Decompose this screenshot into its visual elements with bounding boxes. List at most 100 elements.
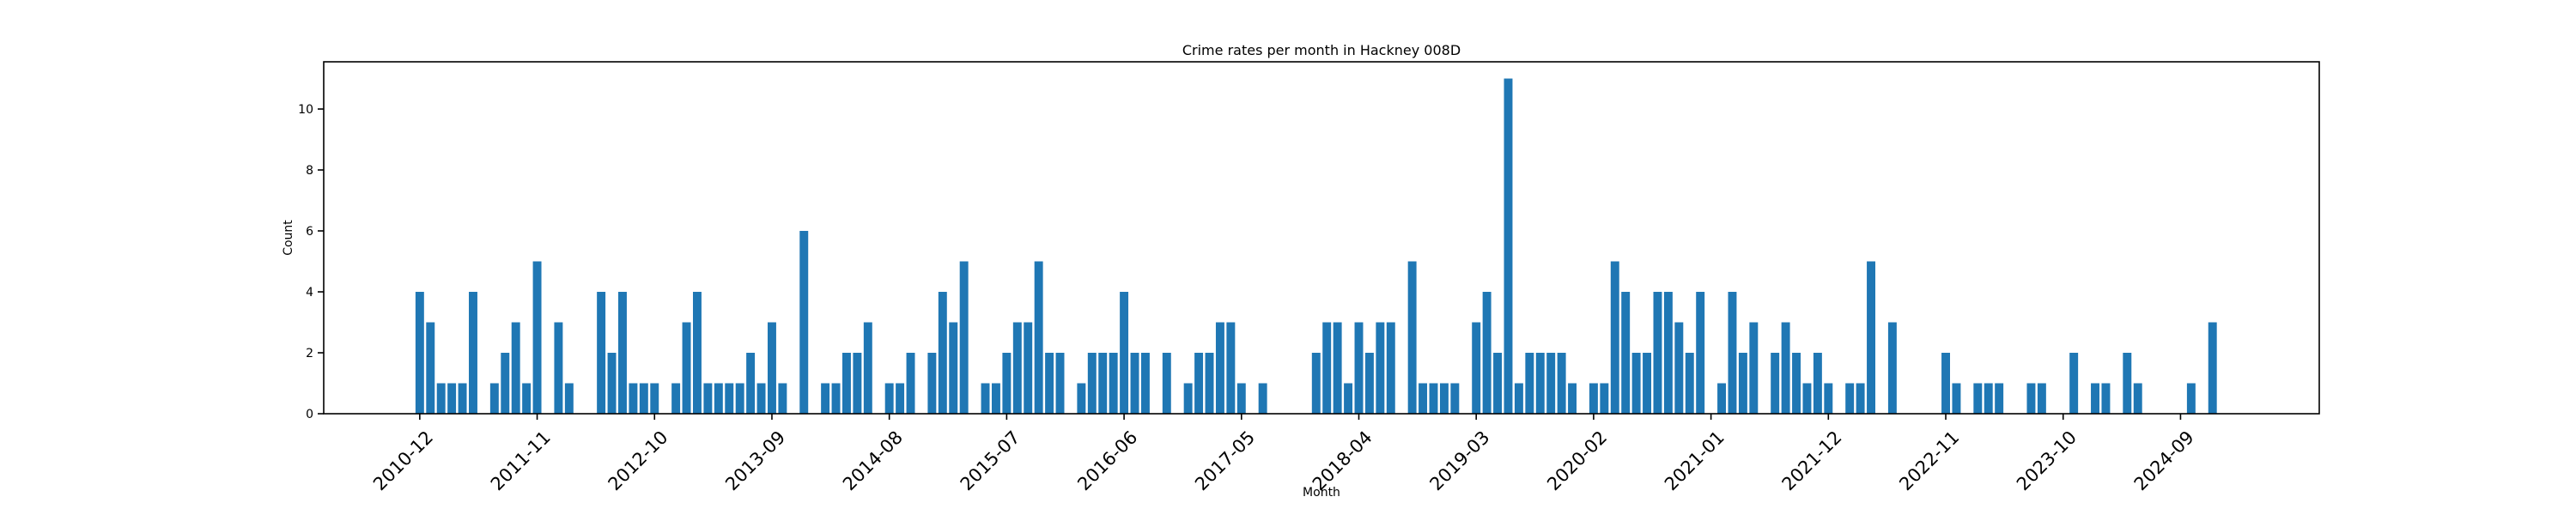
- bar-2020-11: [1685, 353, 1694, 414]
- bar-2017-02: [1205, 353, 1214, 414]
- bar-2021-11: [1813, 353, 1822, 414]
- bar-2019-06: [1504, 78, 1513, 415]
- bar-2023-03: [1984, 383, 1993, 414]
- bar-2017-04: [1226, 322, 1236, 414]
- bar-2011-09: [511, 322, 520, 414]
- bar-2014-09: [896, 383, 905, 414]
- y-axis-label: Count: [282, 220, 295, 256]
- bar-2024-01: [2091, 383, 2099, 414]
- bar-2012-02: [564, 383, 574, 414]
- bar-2024-04: [2123, 353, 2132, 414]
- bar-2013-03: [703, 383, 713, 414]
- bar-2012-09: [639, 383, 648, 414]
- bar-2020-05: [1621, 292, 1631, 414]
- y-tick-label: 8: [306, 164, 313, 178]
- bar-2024-12: [2208, 322, 2217, 414]
- bar-2014-08: [884, 383, 894, 414]
- bar-2023-07: [2026, 383, 2036, 414]
- bar-2015-09: [1024, 322, 1033, 414]
- bar-2023-08: [2037, 383, 2046, 414]
- bar-2015-06: [991, 383, 1000, 414]
- bar-2013-07: [746, 353, 756, 414]
- bar-2014-10: [906, 353, 915, 414]
- bar-2019-09: [1535, 353, 1545, 414]
- y-tick-label: 2: [306, 347, 313, 360]
- bar-2021-04: [1738, 353, 1747, 414]
- bar-2012-01: [554, 322, 563, 414]
- bar-2013-12: [799, 231, 809, 414]
- bar-2014-03: [831, 383, 841, 414]
- bar-2018-01: [1322, 322, 1332, 414]
- bar-2023-04: [1995, 383, 2004, 414]
- bar-2011-02: [436, 383, 446, 414]
- bar-2015-10: [1034, 261, 1043, 414]
- bar-2021-02: [1717, 383, 1727, 414]
- bar-2018-12: [1439, 383, 1449, 414]
- bar-2015-12: [1055, 353, 1065, 414]
- bar-2014-06: [863, 322, 872, 414]
- bar-2019-10: [1546, 353, 1556, 414]
- bar-2013-08: [756, 383, 766, 414]
- bar-2016-05: [1109, 353, 1118, 414]
- bar-2012-10: [650, 383, 659, 414]
- bar-2022-04: [1867, 261, 1875, 414]
- bar-2022-12: [1952, 383, 1961, 414]
- bar-2021-12: [1824, 383, 1833, 414]
- bar-2015-08: [1012, 322, 1022, 414]
- bar-2012-06: [607, 353, 617, 414]
- bar-2020-02: [1589, 383, 1598, 414]
- bar-2013-05: [725, 383, 734, 414]
- bar-2016-03: [1087, 353, 1097, 414]
- bar-2020-12: [1696, 292, 1705, 414]
- bar-2017-07: [1258, 383, 1267, 414]
- bar-2019-04: [1482, 292, 1492, 414]
- bar-2014-04: [841, 353, 851, 414]
- bar-2011-07: [489, 383, 499, 414]
- bar-2011-03: [447, 383, 457, 414]
- bar-2013-09: [768, 322, 776, 414]
- bar-2021-08: [1781, 322, 1790, 414]
- bar-2014-05: [853, 353, 862, 414]
- bar-2019-08: [1525, 353, 1534, 414]
- y-tick-label: 10: [298, 103, 313, 117]
- bar-2021-07: [1771, 353, 1780, 414]
- bar-2012-08: [629, 383, 638, 414]
- bar-2015-03: [959, 261, 969, 414]
- bar-2016-10: [1162, 353, 1171, 414]
- bar-2024-10: [2186, 383, 2196, 414]
- bar-2023-02: [1973, 383, 1983, 414]
- bar-2013-01: [682, 322, 691, 414]
- bar-2012-12: [671, 383, 681, 414]
- y-tick-label: 0: [306, 408, 313, 421]
- bar-2021-05: [1749, 322, 1759, 414]
- bar-2017-03: [1215, 322, 1224, 414]
- bar-2021-09: [1792, 353, 1801, 414]
- bar-2022-03: [1856, 383, 1865, 414]
- bar-2020-07: [1643, 353, 1652, 414]
- bar-2023-11: [2069, 353, 2079, 414]
- bar-2019-12: [1568, 383, 1577, 414]
- bar-2010-12: [415, 292, 424, 414]
- bar-2015-05: [981, 383, 990, 414]
- bar-2020-06: [1631, 353, 1641, 414]
- bar-2011-05: [469, 292, 477, 414]
- bar-2019-03: [1472, 322, 1481, 414]
- bar-2014-12: [927, 353, 937, 414]
- bar-2016-06: [1120, 292, 1129, 414]
- bar-2019-07: [1514, 383, 1523, 414]
- bar-2013-02: [693, 292, 702, 414]
- bar-2016-12: [1183, 383, 1193, 414]
- bar-2020-03: [1600, 383, 1609, 414]
- bar-2017-01: [1194, 353, 1204, 414]
- bar-2017-05: [1236, 383, 1246, 414]
- bar-2024-05: [2133, 383, 2142, 414]
- plot-frame: [323, 61, 2320, 415]
- bar-2012-05: [597, 292, 606, 414]
- bar-2020-10: [1674, 322, 1684, 414]
- bar-2018-07: [1386, 322, 1395, 414]
- bar-2018-10: [1419, 383, 1428, 414]
- bars-group: [415, 78, 2217, 415]
- bar-2018-09: [1407, 261, 1417, 414]
- bar-2022-06: [1887, 322, 1897, 414]
